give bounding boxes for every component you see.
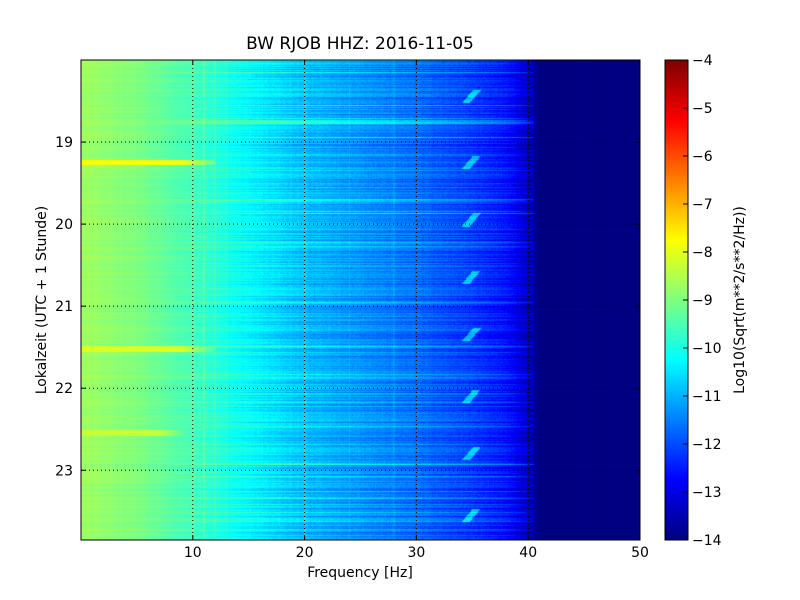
y-tick-label: 20 [55,217,73,233]
colorbar-tick-label: −9 [692,293,713,309]
colorbar-label: Log10(Sqrt(m**2/s**2/Hz)) [732,206,748,394]
colorbar-tick-label: −5 [692,101,713,117]
y-tick-label: 23 [55,463,73,479]
grid-lines [81,60,640,540]
colorbar-tick-label: −12 [692,437,722,453]
x-axis-ticks: 10 20 30 40 50 [184,60,649,561]
x-tick-label: 30 [407,545,425,561]
y-axis-label: Lokalzeit (UTC + 1 Stunde) [34,206,50,395]
x-tick-label: 10 [184,545,202,561]
colorbar-tick-label: −10 [692,341,722,357]
colorbar-tick-label: −14 [692,533,722,549]
colorbar-tick-label: −11 [692,389,722,405]
x-axis-label: Frequency [Hz] [307,565,413,581]
colorbar-ticks: −4 −5 −6 −7 −8 −9 −10 −11 −12 −13 −14 [683,53,722,549]
colorbar-gradient [665,60,688,540]
plot-frame [80,59,641,541]
colorbar-tick-label: −8 [692,245,713,261]
spectrogram-heatmap [81,60,640,540]
x-tick-label: 20 [296,545,314,561]
y-tick-label: 21 [55,299,73,315]
colorbar-tick-label: −7 [692,197,713,213]
x-tick-label: 40 [519,545,537,561]
chart-title: BW RJOB HHZ: 2016-11-05 [246,34,474,54]
x-tick-label: 50 [631,545,649,561]
colorbar-tick-label: −13 [692,485,722,501]
colorbar-tick-label: −6 [692,149,713,165]
colorbar-tick-label: −4 [692,53,713,69]
y-tick-label: 19 [55,135,73,151]
y-axis-ticks: 19 20 21 22 23 [55,135,640,479]
y-tick-label: 22 [55,381,73,397]
